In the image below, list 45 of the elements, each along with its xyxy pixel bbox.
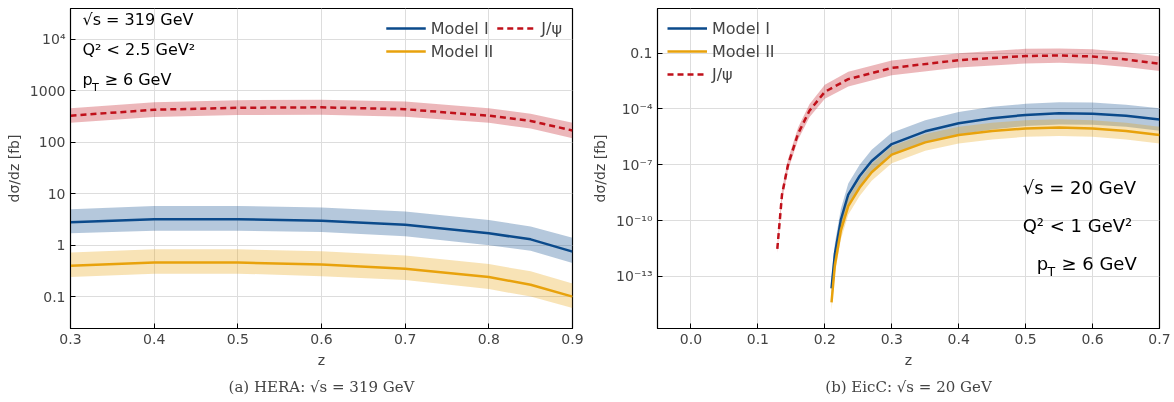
annotation: √s = 20 GeV <box>1022 176 1137 198</box>
y-tick-label: 10⁻⁷ <box>621 156 653 173</box>
x-tick-label: 0.3 <box>59 330 82 347</box>
x-tick-label: 0.6 <box>310 330 333 347</box>
line-series <box>70 217 573 253</box>
legend-label: J/ψ <box>712 64 733 84</box>
y-tick-label: 1 <box>56 237 66 254</box>
annotation: √s = 319 GeV <box>82 9 194 29</box>
line-series <box>70 261 573 298</box>
x-axis-title: z <box>317 351 326 368</box>
x-tick-label: 0.4 <box>947 330 970 347</box>
y-tick-label: 100 <box>38 134 66 151</box>
x-tick-label: 0.2 <box>813 330 836 347</box>
x-tick-label: 0.6 <box>1081 330 1104 347</box>
x-tick-label: 0.5 <box>226 330 249 347</box>
legend-label: Model II <box>430 41 494 61</box>
legend-label: J/ψ <box>541 18 562 38</box>
annotation: Q² < 2.5 GeV² <box>82 39 196 59</box>
y-tick-label: 10⁻⁴ <box>621 100 653 117</box>
y-tick-label: 10 <box>47 185 66 202</box>
x-tick-label: 0.3 <box>880 330 903 347</box>
x-tick-label: 0.7 <box>394 330 417 347</box>
y-tick-label: 10⁻¹⁰ <box>616 212 653 229</box>
y-axis-title: dσ/dz [fb] <box>5 134 22 203</box>
line-series <box>70 106 573 132</box>
legend-label: Model II <box>712 41 775 61</box>
x-tick-label: 0.0 <box>679 330 703 347</box>
x-tick-label: 0.9 <box>561 330 584 347</box>
y-tick-label: 0.1 <box>630 45 653 62</box>
y-tick-label: 10⁻¹³ <box>616 268 653 285</box>
text: (b) EicC: √s = 20 GeV <box>825 377 993 396</box>
text: (a) HERA: √s = 319 GeV <box>228 377 416 396</box>
y-axis-title: dσ/dz [fb] <box>592 134 609 203</box>
y-tick-label: 0.1 <box>43 288 66 305</box>
legend-label: Model I <box>430 18 489 38</box>
x-tick-label: 0.1 <box>746 330 770 347</box>
y-tick-label: 1000 <box>29 82 66 99</box>
x-tick-label: 0.8 <box>477 330 500 347</box>
x-tick-label: 0.4 <box>143 330 166 347</box>
x-axis-title: z <box>904 351 913 368</box>
annotation: Q² < 1 GeV² <box>1022 214 1133 236</box>
x-tick-label: 0.5 <box>1014 330 1037 347</box>
legend-label: Model I <box>712 18 770 38</box>
x-tick-label: 0.7 <box>1148 330 1171 347</box>
y-tick-label: 10⁴ <box>42 31 66 48</box>
